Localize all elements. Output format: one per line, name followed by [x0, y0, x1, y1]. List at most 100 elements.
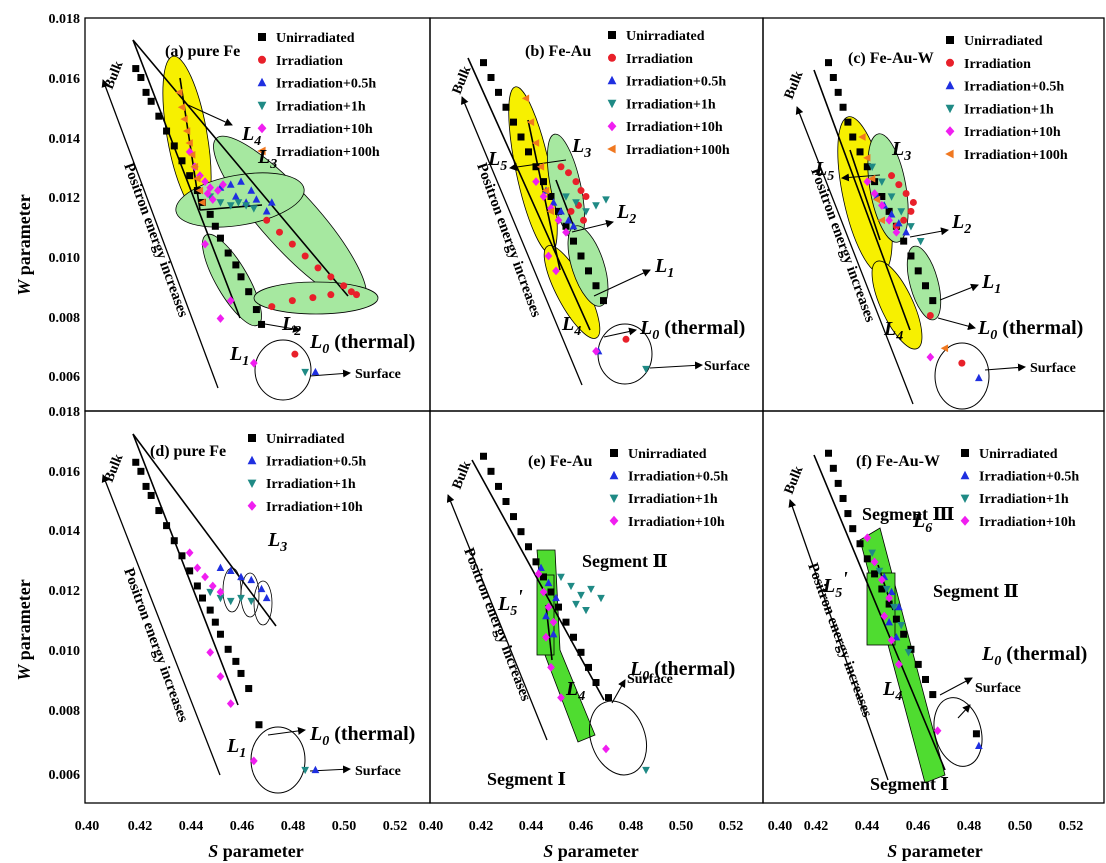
data-point: [580, 216, 587, 224]
data-point: [929, 691, 937, 699]
data-point: [585, 267, 592, 275]
data-point: [552, 593, 560, 602]
l0-label: L0 (thermal): [309, 723, 415, 749]
legend-entry: Irradiation+100h: [964, 148, 1068, 163]
l0-label: L0 (thermal): [981, 643, 1087, 669]
data-point: [541, 186, 550, 195]
data-point: [532, 177, 540, 186]
data-point: [825, 59, 832, 67]
data-point: [255, 721, 263, 729]
legend-entry: Irradiation+1h: [979, 492, 1069, 507]
panel-f-regions: [859, 527, 983, 784]
x-tick: 0.40: [419, 819, 444, 834]
legend-entry: Unirradiated: [626, 29, 705, 44]
data-point: [276, 228, 283, 236]
x-axis-title-d: S parameter: [208, 841, 303, 861]
data-point: [549, 630, 558, 638]
data-point: [642, 766, 650, 775]
data-point: [532, 558, 540, 566]
legend-marker: [257, 77, 267, 87]
legend-entry: Irradiation+1h: [964, 102, 1054, 117]
data-point: [132, 458, 140, 466]
data-point: [208, 581, 217, 591]
data-point: [301, 252, 309, 260]
x-ticks-d: 0.40 0.42 0.44 0.46 0.48 0.50 0.52: [75, 819, 408, 834]
data-point: [249, 205, 258, 213]
data-point: [875, 567, 884, 576]
data-point: [510, 513, 517, 521]
data-point: [557, 163, 565, 171]
data-point: [517, 133, 525, 141]
data-point: [142, 88, 150, 96]
data-point: [214, 186, 222, 195]
data-point: [887, 635, 896, 645]
data-point: [844, 510, 852, 518]
data-point: [540, 178, 547, 186]
data-point: [605, 694, 612, 702]
data-point: [237, 177, 245, 185]
data-point: [263, 216, 271, 224]
data-point: [216, 594, 225, 603]
data-point: [829, 464, 837, 472]
x-ticks-e: 0.40 0.42 0.44 0.46 0.48 0.50 0.52: [419, 819, 744, 834]
line-label: L4: [565, 678, 585, 704]
data-point: [597, 594, 605, 603]
data-point: [542, 611, 550, 620]
data-point: [907, 252, 915, 260]
x-tick: 0.46: [230, 819, 255, 834]
data-point: [186, 567, 194, 575]
data-point: [190, 162, 198, 171]
data-point: [871, 570, 879, 578]
data-point: [894, 660, 903, 669]
data-point: [137, 467, 145, 475]
line-label: L4: [241, 123, 261, 149]
bulk-label: Bulk: [450, 64, 475, 97]
data-point: [557, 207, 565, 215]
data-point: [887, 193, 896, 201]
data-point: [539, 587, 548, 597]
legend-entry: Unirradiated: [964, 34, 1043, 49]
line-label: L4: [561, 313, 581, 339]
data-point: [569, 222, 578, 230]
data-point: [885, 207, 893, 215]
data-point: [892, 633, 901, 641]
data-point: [868, 549, 876, 557]
legend-entry: Irradiation+10h: [628, 515, 725, 530]
data-point: [195, 186, 204, 195]
data-point: [178, 552, 186, 560]
legend-entry: Irradiation+10h: [979, 515, 1076, 530]
data-point: [878, 178, 886, 186]
data-point: [132, 65, 140, 73]
data-point: [929, 297, 937, 305]
data-point: [311, 367, 320, 376]
data-point: [926, 352, 935, 362]
data-markers: [132, 59, 983, 775]
data-point: [546, 207, 555, 216]
segment-label: Segment Ⅱ: [933, 581, 1019, 601]
data-point: [534, 569, 543, 579]
data-point: [199, 594, 206, 602]
data-point: [226, 296, 235, 305]
data-point: [900, 630, 908, 638]
data-point: [219, 180, 227, 189]
data-point: [900, 237, 908, 245]
data-point: [622, 335, 630, 343]
x-tick: 0.50: [1008, 819, 1033, 834]
data-point: [565, 169, 572, 177]
x-tick: 0.42: [469, 819, 494, 834]
x-axis-title-f: S parameter: [887, 841, 982, 861]
data-point: [564, 216, 573, 224]
y-tick: 0.016: [49, 465, 81, 480]
data-point: [163, 522, 171, 530]
data-point: [572, 199, 580, 207]
data-point: [208, 195, 217, 204]
data-point: [887, 587, 896, 596]
data-point: [142, 482, 150, 490]
data-point: [539, 192, 548, 201]
legend-entry: Irradiation+100h: [276, 145, 380, 160]
data-point: [314, 264, 322, 272]
data-point: [232, 192, 240, 200]
line-label: L1: [226, 735, 246, 761]
data-point: [592, 202, 600, 210]
data-point: [521, 94, 530, 103]
